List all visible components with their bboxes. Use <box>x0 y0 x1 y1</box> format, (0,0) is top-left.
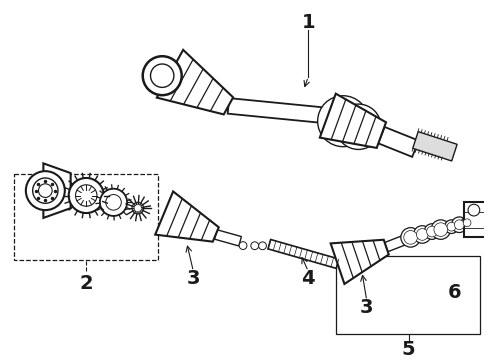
Polygon shape <box>378 127 419 157</box>
Text: 4: 4 <box>301 269 315 288</box>
Bar <box>14 174 158 260</box>
Circle shape <box>239 242 247 249</box>
Circle shape <box>424 224 440 239</box>
Bar <box>336 256 480 334</box>
Circle shape <box>336 104 381 149</box>
Circle shape <box>431 220 450 239</box>
Circle shape <box>26 171 65 210</box>
Circle shape <box>259 242 267 250</box>
Polygon shape <box>268 239 339 268</box>
Polygon shape <box>155 192 219 242</box>
Polygon shape <box>44 163 71 218</box>
Circle shape <box>451 217 467 233</box>
Polygon shape <box>320 94 386 148</box>
Circle shape <box>416 229 428 240</box>
Polygon shape <box>157 50 233 114</box>
Text: 3: 3 <box>187 269 200 288</box>
Circle shape <box>463 219 471 227</box>
Circle shape <box>39 184 52 197</box>
Text: 1: 1 <box>301 13 315 32</box>
Circle shape <box>461 217 473 229</box>
Circle shape <box>69 178 104 213</box>
Polygon shape <box>385 236 406 252</box>
Circle shape <box>434 223 447 237</box>
Polygon shape <box>215 230 242 246</box>
Text: 6: 6 <box>447 283 461 302</box>
Text: 5: 5 <box>402 340 416 359</box>
Circle shape <box>75 185 97 206</box>
Circle shape <box>143 56 182 95</box>
Circle shape <box>445 220 458 234</box>
Polygon shape <box>413 132 457 161</box>
Circle shape <box>100 189 127 216</box>
Circle shape <box>106 194 122 210</box>
Circle shape <box>132 202 144 214</box>
Circle shape <box>427 226 438 237</box>
FancyBboxPatch shape <box>464 202 490 237</box>
Circle shape <box>33 178 58 203</box>
Circle shape <box>150 64 174 87</box>
Polygon shape <box>331 240 389 284</box>
Circle shape <box>318 96 368 147</box>
Text: 2: 2 <box>79 274 93 293</box>
Circle shape <box>454 220 464 230</box>
Circle shape <box>468 204 480 216</box>
Circle shape <box>401 228 420 247</box>
Polygon shape <box>70 184 93 201</box>
Polygon shape <box>228 98 329 123</box>
Text: 3: 3 <box>360 298 373 317</box>
Circle shape <box>251 242 259 249</box>
Circle shape <box>414 226 431 243</box>
Circle shape <box>404 230 417 244</box>
Circle shape <box>447 222 456 231</box>
